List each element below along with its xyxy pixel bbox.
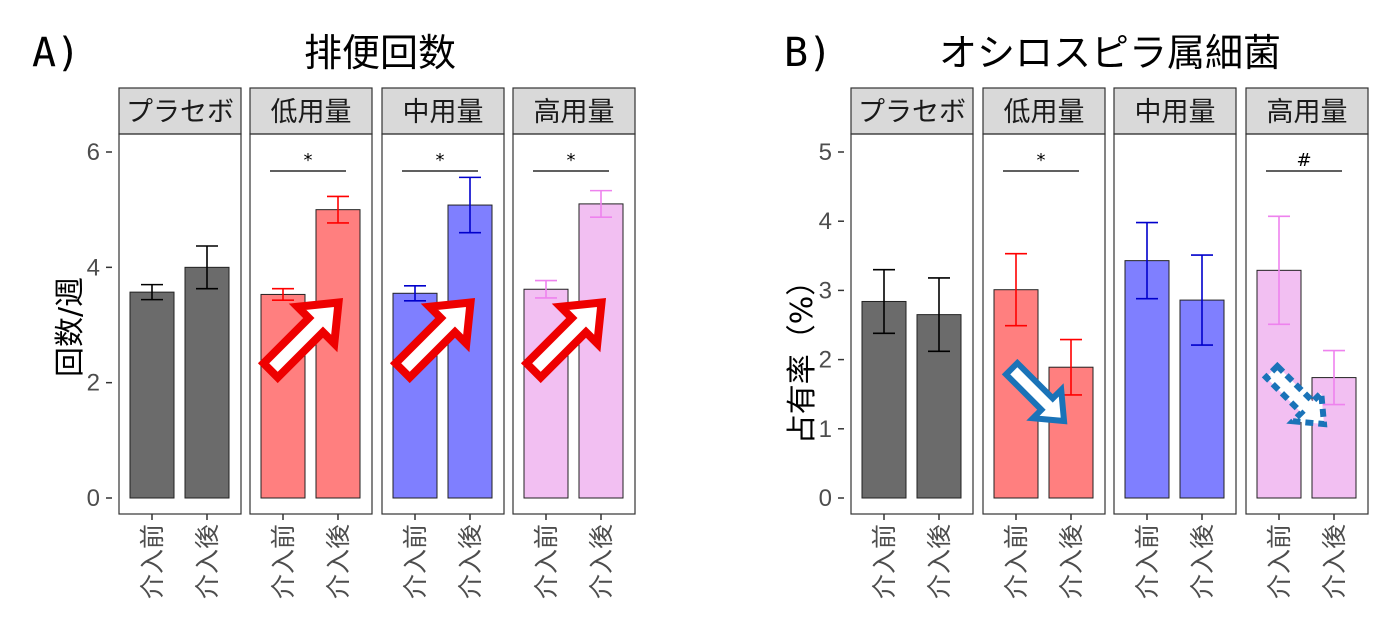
trend-down-arrow [1001, 358, 1068, 425]
x-tick-label: 介入前 [401, 524, 430, 599]
trend-down-arrow-shape [1001, 358, 1068, 425]
significance-label: # [1296, 150, 1311, 171]
x-tick-label: 介入後 [324, 524, 353, 599]
y-tick-label: 2 [87, 370, 100, 397]
panel-a-label: A) [32, 30, 80, 76]
facet-strip-label: 高用量 [534, 97, 615, 128]
significance-label: * [304, 150, 313, 171]
significance-label: * [567, 150, 576, 171]
bar [1124, 260, 1170, 499]
y-tick-label: 1 [819, 416, 832, 443]
x-tick-label: 介入後 [925, 524, 954, 599]
bar [447, 204, 493, 499]
panel-b-y-axis-label: 占有率（%） [785, 266, 820, 445]
x-tick-label: 介入前 [269, 524, 298, 599]
y-tick-label: 4 [819, 208, 832, 235]
x-tick-label: 介入後 [1057, 524, 1086, 599]
trend-up-arrow-shape [520, 297, 607, 384]
facet-strip [512, 87, 636, 135]
y-tick-label: 0 [819, 485, 832, 512]
panel-b-title: オシロスピラ属細菌 [939, 31, 1281, 75]
facet-strip-label: 中用量 [403, 97, 484, 128]
y-tick-label: 2 [819, 347, 832, 374]
significance-label: * [436, 150, 445, 171]
facet-panel-border [1113, 133, 1237, 515]
facet-strip-label: 低用量 [271, 97, 352, 128]
panel-b-label: B) [784, 30, 832, 76]
facet-strip-label: プラセボ [126, 97, 234, 128]
trend-up-arrow-shape [389, 297, 476, 384]
facet-strip [850, 87, 974, 135]
facet-strip-label: 高用量 [1267, 97, 1348, 128]
facet-panel-border [118, 133, 242, 515]
facet-panel-border [1245, 133, 1369, 515]
facet-strip-label: 中用量 [1135, 97, 1216, 128]
trend-up-arrow-shape [257, 297, 344, 384]
x-tick-label: 介入前 [138, 524, 167, 599]
facet-panel-border [381, 133, 505, 515]
facet-panel-border [850, 133, 974, 515]
x-tick-label: 介入前 [1265, 524, 1294, 599]
x-tick-label: 介入後 [587, 524, 616, 599]
x-tick-label: 介入前 [1133, 524, 1162, 599]
facet-strip-label: 低用量 [1004, 97, 1085, 128]
facet-strip [118, 87, 242, 135]
x-tick-label: 介入後 [456, 524, 485, 599]
y-tick-label: 3 [819, 277, 832, 304]
facet-strip [381, 87, 505, 135]
facet-panel-border [982, 133, 1106, 515]
trend-up-arrow [389, 297, 476, 384]
y-tick-label: 5 [819, 139, 832, 166]
x-tick-label: 介入後 [1320, 524, 1349, 599]
x-tick-label: 介入前 [870, 524, 899, 599]
significance-label: * [1037, 150, 1046, 171]
facet-strip [1245, 87, 1369, 135]
x-tick-label: 介入前 [1002, 524, 1031, 599]
panel-a-title: 排便回数 [304, 31, 456, 75]
x-tick-label: 介入前 [532, 524, 561, 599]
bar [129, 291, 175, 499]
bar [315, 209, 361, 499]
facet-panel-border [512, 133, 636, 515]
y-tick-label: 4 [87, 254, 100, 281]
bar [578, 203, 624, 499]
trend-up-arrow [520, 297, 607, 384]
panel-a-y-axis-label: 回数/週 [53, 277, 88, 377]
bar [523, 288, 569, 499]
facet-strip-label: プラセボ [858, 97, 966, 128]
trend-up-arrow [257, 297, 344, 384]
facet-strip [1113, 87, 1237, 135]
y-tick-label: 0 [87, 485, 100, 512]
y-tick-label: 6 [87, 139, 100, 166]
bar [184, 266, 230, 499]
x-tick-label: 介入後 [1188, 524, 1217, 599]
facet-panel-border [249, 133, 373, 515]
x-tick-label: 介入後 [193, 524, 222, 599]
